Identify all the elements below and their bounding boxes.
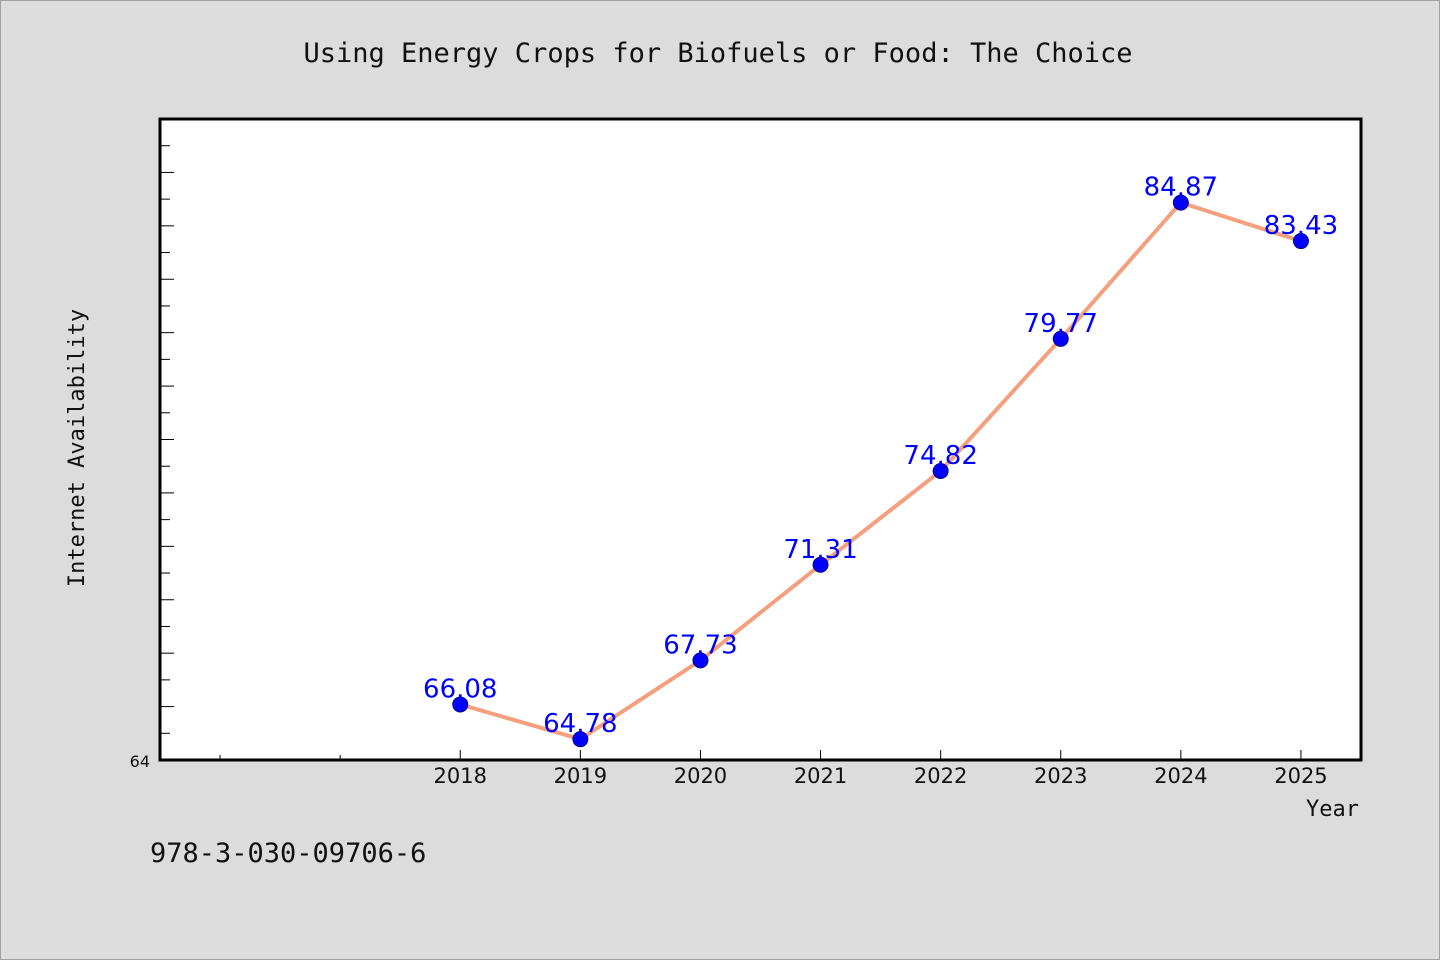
x-tick-label: 2019 [554,764,607,788]
y-axis-title: Internet Availability [65,309,90,587]
y-tick-label: 64 [130,752,150,771]
isbn-text: 978-3-030-09706-6 [150,838,426,869]
data-label: 64.78 [543,709,617,739]
x-axis-ticks: 2018 2019 2020 2021 2022 2023 2024 2025 [219,750,1328,788]
data-label: 71.31 [783,535,857,565]
data-label: 67.73 [663,630,737,660]
data-label: 84.87 [1144,173,1218,203]
x-tick-label: 2023 [1034,764,1087,788]
series-line [459,200,1302,742]
x-tick-label: 2021 [794,764,847,788]
x-tick-label: 2018 [434,764,487,788]
data-point [812,556,829,573]
data-label: 74.82 [903,441,977,471]
chart-title: Using Energy Crops for Biofuels or Food:… [303,38,1132,69]
series-group: 66.08 64.78 67.73 71.31 74.82 79.77 84.87 83.43 [423,173,1338,748]
data-point [1052,330,1069,347]
x-tick-label: 2022 [914,764,967,788]
data-point [1292,233,1309,250]
y-axis-ticks [160,145,174,734]
data-point [452,696,469,713]
data-label: 83.43 [1264,211,1338,241]
data-point [572,731,589,748]
plot-area [158,117,1363,762]
x-axis-title: Year [1306,797,1359,822]
data-label: 79.77 [1024,309,1098,339]
data-point [1172,194,1189,211]
data-label: 66.08 [423,674,497,704]
data-point [932,463,949,480]
x-tick-label: 2020 [674,764,727,788]
data-point [692,652,709,669]
x-tick-label: 2024 [1154,764,1207,788]
x-tick-label: 2025 [1274,764,1327,788]
